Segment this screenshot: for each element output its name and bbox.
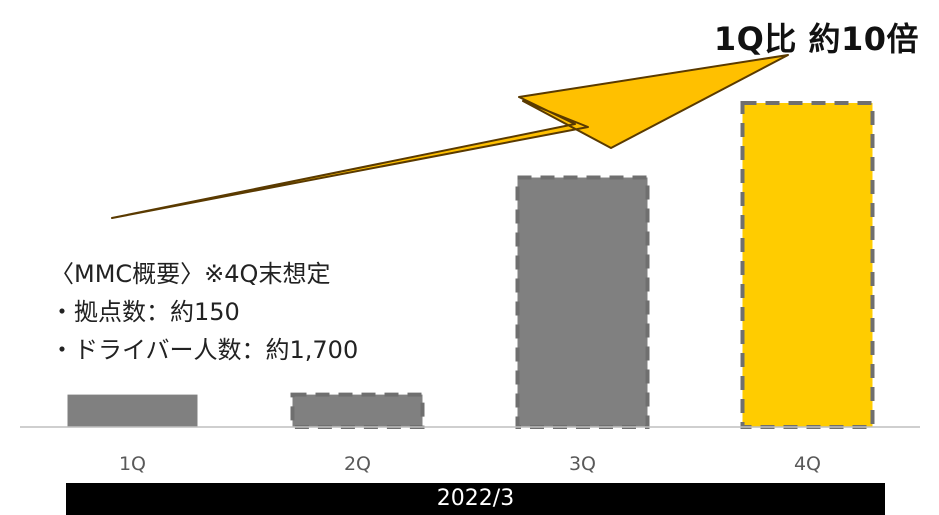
growth-arrow [111, 54, 789, 219]
x-tick-label-4q: 4Q [794, 453, 821, 475]
bars-group [67, 101, 875, 430]
bar-1q [67, 394, 198, 427]
note-item-drivers: ・ドライバー人数：約1,700 [50, 336, 359, 364]
x-tick-labels: 1Q 2Q 3Q 4Q [119, 453, 821, 475]
note-title: 〈MMC概要〉※4Q末想定 [50, 260, 331, 288]
note-item-bases: ・拠点数：約150 [50, 298, 240, 326]
x-tick-label-1q: 1Q [119, 453, 146, 475]
bar-2q [290, 392, 425, 430]
period-label: 2022/3 [66, 483, 885, 515]
x-tick-label-2q: 2Q [344, 453, 371, 475]
bar-4q [740, 101, 875, 429]
mmc-overview-note: 〈MMC概要〉※4Q末想定 ・拠点数：約150 ・ドライバー人数：約1,700 [50, 255, 358, 369]
growth-headline: 1Q比 約10倍 [713, 20, 919, 58]
bar-3q [515, 175, 650, 429]
x-tick-label-3q: 3Q [569, 453, 596, 475]
